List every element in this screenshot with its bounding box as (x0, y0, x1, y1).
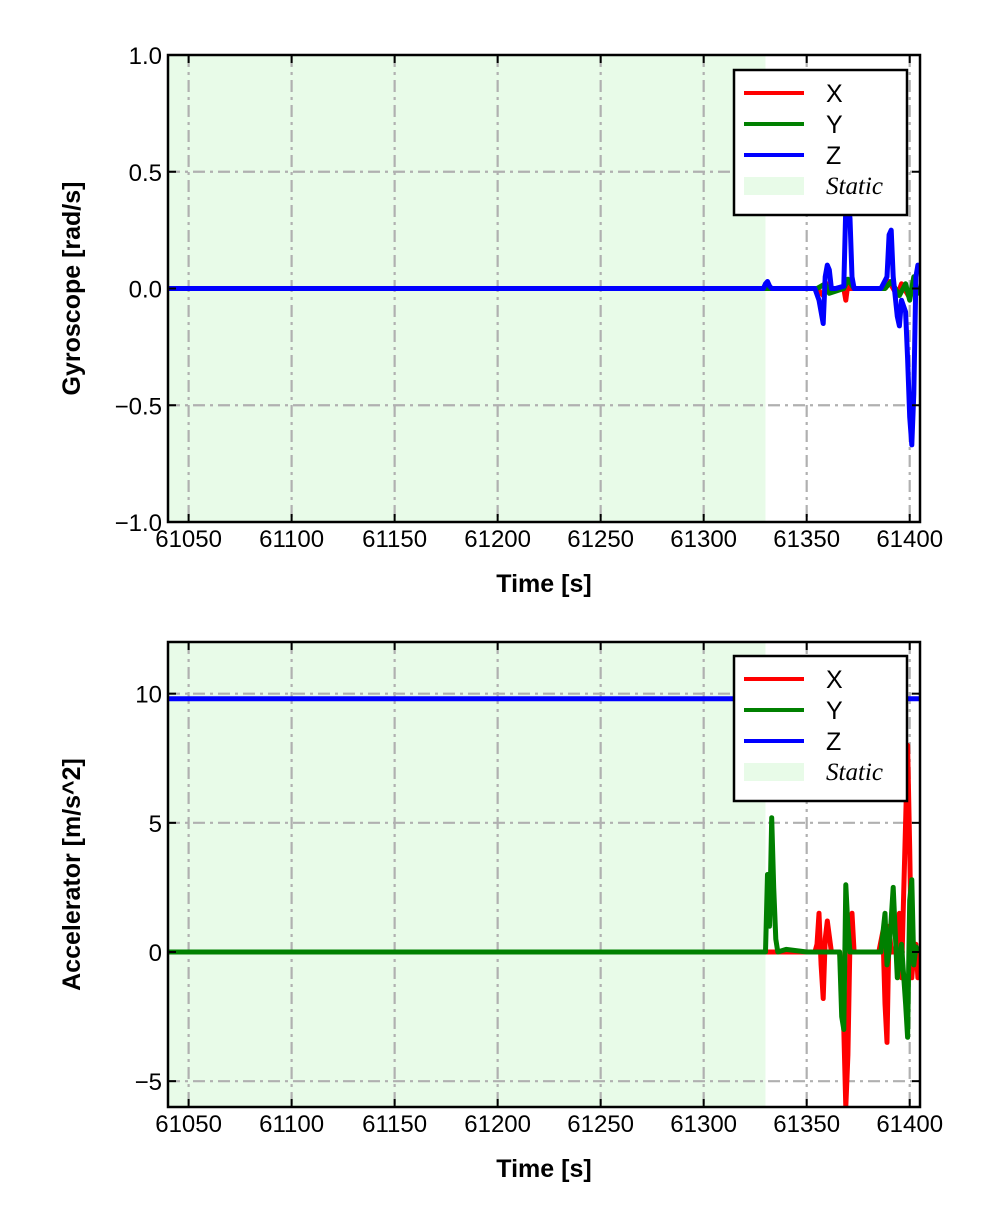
x-tick-label: 61250 (567, 1111, 634, 1138)
legend-label-x: X (826, 80, 843, 108)
y-tick-label: −1.0 (115, 510, 162, 537)
y-tick-label: 5 (149, 811, 162, 838)
x-tick-label: 61150 (362, 1111, 427, 1138)
legend-label-z: Z (826, 142, 841, 170)
x-tick-label: 61200 (464, 1111, 531, 1138)
x-tick-label: 61350 (773, 1111, 840, 1138)
x-tick-label: 61350 (773, 526, 840, 553)
static-region (168, 642, 766, 1107)
x-tick-label: 61250 (567, 526, 634, 553)
series-group (168, 197, 920, 448)
legend-label-x: X (826, 666, 843, 694)
plot-frame (166, 640, 922, 1109)
x-tick-label: 61400 (876, 526, 943, 553)
y-tick-label: 0.0 (129, 277, 162, 304)
y-tick-label: 10 (135, 682, 162, 709)
gyroscope-chart: 61050 61100 61150 61200 61250 61300 61350 61400… (58, 43, 943, 598)
legend-swatch-static (744, 763, 804, 781)
legend: XYZ Static (732, 654, 909, 803)
legend-label-z: Z (826, 728, 841, 756)
x-tick-label: 61300 (670, 526, 737, 553)
x-tick-label: 61100 (259, 1111, 324, 1138)
x-tick-label: 61050 (155, 526, 222, 553)
legend: XYZ Static (732, 68, 909, 217)
x-tick-label: 61300 (670, 1111, 737, 1138)
legend-swatch-static (744, 177, 804, 195)
legend-label-static: Static (826, 759, 883, 786)
y-tick-label: 0.5 (129, 160, 162, 187)
series-line-z (168, 197, 920, 448)
x-tick-label: 61400 (876, 1111, 943, 1138)
accelerator-chart: 61050 61100 61150 61200 61250 61300 61350 61400… (58, 640, 943, 1183)
x-tick-label: 61100 (259, 526, 324, 553)
legend-label-y: Y (826, 697, 843, 725)
x-tick-label: 61200 (464, 526, 531, 553)
x-axis-label: Time [s] (496, 570, 591, 598)
y-tick-label: −5 (135, 1069, 162, 1096)
y-axis-label: Accelerator [m/s^2] (58, 758, 86, 991)
y-tick-label: −0.5 (115, 393, 162, 420)
legend-label-y: Y (826, 111, 843, 139)
x-tick-label: 61150 (362, 526, 427, 553)
legend-label-static: Static (826, 173, 883, 200)
y-axis-label: Gyroscope [rad/s] (58, 182, 86, 396)
y-tick-label: 0 (149, 940, 162, 967)
x-axis-label: Time [s] (496, 1155, 591, 1183)
y-tick-label: 1.0 (129, 43, 162, 70)
x-tick-label: 61050 (155, 1111, 222, 1138)
series-line-y (168, 815, 920, 1040)
